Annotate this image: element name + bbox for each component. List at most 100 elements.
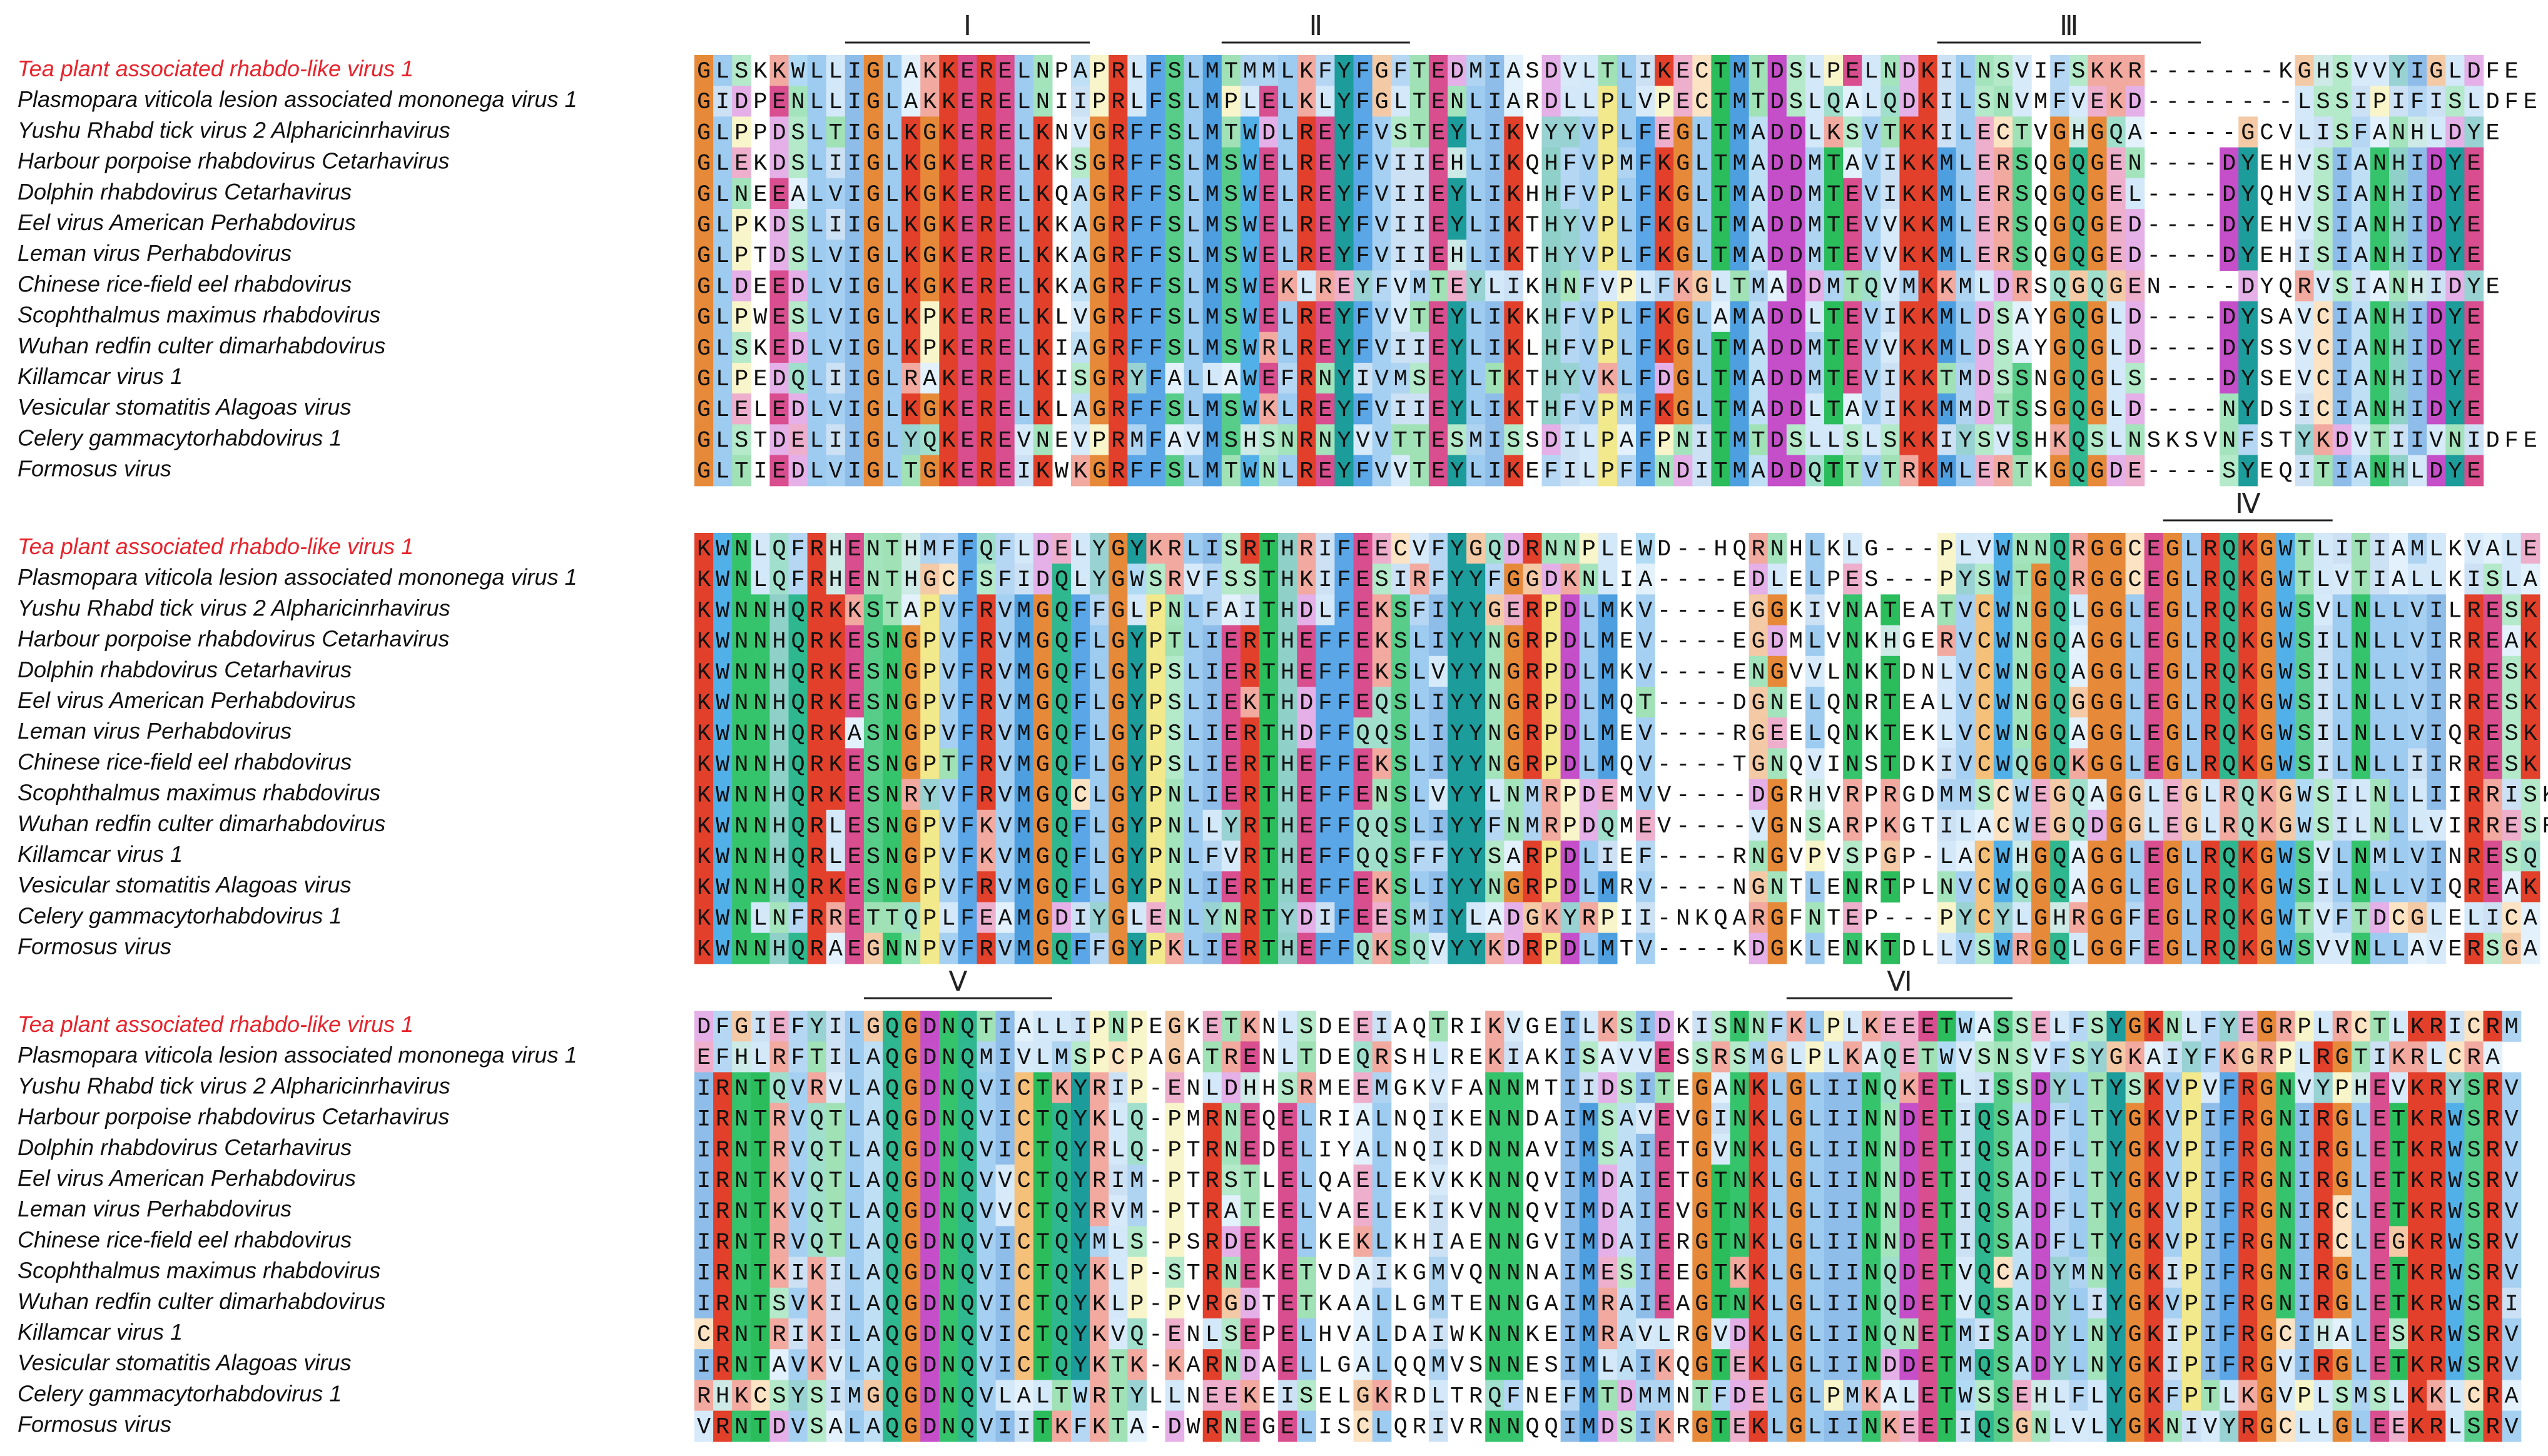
residue: T xyxy=(1940,598,1954,624)
residue: E xyxy=(2467,151,2480,178)
residue: R xyxy=(1167,537,1181,563)
residue: I xyxy=(1017,567,1031,594)
residue: R xyxy=(1111,397,1125,423)
residue: K xyxy=(1620,660,1634,686)
residue: L xyxy=(1469,397,1483,423)
residue: Q xyxy=(1713,906,1727,932)
residue: V xyxy=(1582,151,1596,178)
residue: A xyxy=(1224,367,1239,393)
residue: L xyxy=(1582,59,1596,85)
residue: L xyxy=(2185,660,2198,686)
residue: F xyxy=(1149,213,1162,239)
residue: L xyxy=(1187,367,1200,393)
residue: V xyxy=(1356,428,1369,454)
residue: P xyxy=(1940,537,1954,563)
residue: R xyxy=(1111,305,1125,331)
residue: V xyxy=(2015,59,2029,85)
residue: G xyxy=(2260,629,2273,655)
residue: D xyxy=(2448,274,2462,300)
residue: Y xyxy=(2241,243,2255,270)
residue: G xyxy=(2429,59,2443,85)
sequence-row: Dolphin rhabdovirus Cetarhavirus G L N E E A L V… xyxy=(18,178,2484,210)
residue: N xyxy=(1488,660,1501,686)
residue: R xyxy=(1243,814,1257,840)
residue: Y xyxy=(1450,305,1464,331)
residue: - xyxy=(2185,459,2198,485)
residue: R xyxy=(1299,305,1313,331)
residue: S xyxy=(2015,213,2029,239)
residue: Y xyxy=(1450,629,1464,655)
residue: I xyxy=(1488,59,1501,85)
residue: L xyxy=(1601,537,1615,563)
residue: V xyxy=(1827,598,1840,624)
residue: Y xyxy=(1563,367,1577,393)
residue: S xyxy=(2317,89,2330,116)
residue: I xyxy=(1695,428,1708,454)
residue: Q xyxy=(2053,721,2066,747)
residue: N xyxy=(1808,906,1822,932)
residue: Q xyxy=(904,906,918,932)
residue: S xyxy=(1996,367,2010,393)
residue: V xyxy=(2317,274,2330,300)
residue: E xyxy=(1845,182,1859,208)
residue: F xyxy=(791,906,804,932)
residue: V xyxy=(998,598,1012,624)
residue: E xyxy=(2147,567,2161,594)
residue: H xyxy=(772,629,786,655)
residue: M xyxy=(1205,243,1219,270)
residue: H xyxy=(1281,783,1294,809)
residue: Y xyxy=(1469,844,1483,871)
residue: E xyxy=(2485,690,2499,717)
sequence-label: Plasmopara viticola lesion associated mo… xyxy=(18,564,577,590)
residue: V xyxy=(829,274,843,300)
residue: K xyxy=(2241,567,2255,594)
residue: F xyxy=(1638,213,1652,239)
residue: L xyxy=(1940,660,1954,686)
residue-cell xyxy=(1127,55,1147,86)
residue: D xyxy=(1506,537,1520,563)
residue: R xyxy=(979,120,993,146)
residue: G xyxy=(1770,783,1784,809)
residue: G xyxy=(1676,397,1690,423)
residue: N xyxy=(885,814,899,840)
residue: L xyxy=(2297,89,2311,116)
residue: D xyxy=(1789,120,1803,146)
residue: P xyxy=(923,336,936,362)
residue: L xyxy=(2185,906,2198,932)
residue: E xyxy=(1375,906,1389,932)
residue: E xyxy=(2524,89,2537,116)
residue: L xyxy=(2128,182,2142,208)
residue: R xyxy=(810,567,824,594)
residue: T xyxy=(1262,752,1276,778)
residue: V xyxy=(1582,336,1596,362)
residue: N xyxy=(1544,537,1558,563)
residue: E xyxy=(1299,875,1313,901)
residue: Y xyxy=(1130,367,1144,393)
residue: V xyxy=(1638,598,1652,624)
residue: L xyxy=(810,243,824,270)
residue: - xyxy=(1921,906,1934,932)
residue: P xyxy=(1601,906,1615,932)
residue: S xyxy=(1224,274,1238,300)
residue: N xyxy=(753,690,767,717)
residue: H xyxy=(2053,906,2066,932)
residue: M xyxy=(1940,151,1954,178)
residue: C xyxy=(2317,367,2330,393)
sequence-label: Celery gammacytorhabdovirus 1 xyxy=(18,425,342,450)
residue: - xyxy=(1713,875,1727,901)
residue: T xyxy=(2015,459,2029,485)
residue: N xyxy=(2392,120,2405,146)
residue: A xyxy=(2071,875,2086,901)
residue-cell xyxy=(901,55,921,86)
residue: G xyxy=(1695,274,1708,300)
residue: M xyxy=(1469,428,1483,454)
residue: G xyxy=(2166,660,2180,686)
residue: T xyxy=(1262,783,1276,809)
residue: L xyxy=(1130,598,1144,624)
motif-label: Ⅳ xyxy=(2235,488,2261,519)
residue: F xyxy=(1638,120,1652,146)
residue: F xyxy=(1356,243,1369,270)
residue: E xyxy=(998,151,1012,178)
residue: Y xyxy=(2241,213,2255,239)
residue: G xyxy=(866,120,880,146)
